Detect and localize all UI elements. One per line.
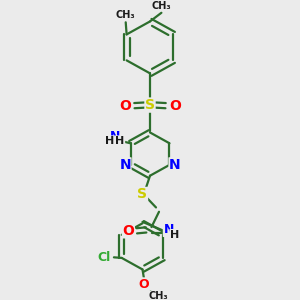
Text: N: N	[164, 224, 174, 236]
Text: N: N	[110, 130, 120, 143]
Text: CH₃: CH₃	[152, 1, 172, 10]
Text: S: S	[145, 98, 155, 112]
Text: CH₃: CH₃	[115, 10, 135, 20]
Text: H: H	[116, 136, 124, 146]
Text: O: O	[122, 224, 134, 238]
Text: H: H	[170, 230, 179, 239]
Text: Cl: Cl	[98, 251, 111, 264]
Text: O: O	[139, 278, 149, 291]
Text: O: O	[119, 99, 131, 112]
Text: S: S	[137, 188, 148, 202]
Text: CH₃: CH₃	[148, 291, 168, 300]
Text: H: H	[105, 136, 114, 146]
Text: N: N	[119, 158, 131, 172]
Text: O: O	[169, 99, 181, 112]
Text: N: N	[169, 158, 181, 172]
